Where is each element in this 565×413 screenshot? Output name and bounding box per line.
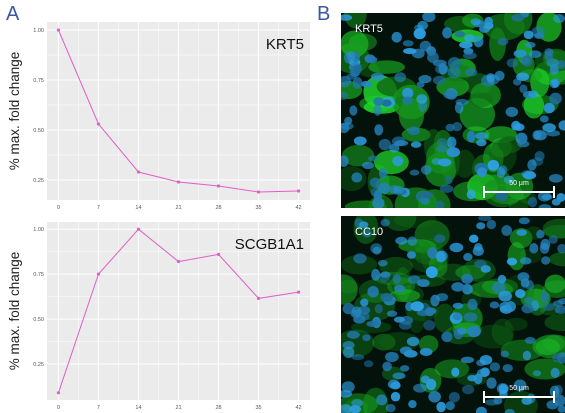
x-tick-label: 21 [175,205,181,211]
x-tick-label: 28 [215,205,221,211]
x-tick-label: 35 [255,405,261,411]
data-point [96,122,101,126]
y-tick-label: 1.00 [33,227,44,233]
y-tick-label: 0.25 [33,178,44,184]
micrograph-label: KRT5 [355,23,383,35]
scale-bar: 50 µm [483,180,555,198]
chart-title: SCGB1A1 [235,236,304,253]
data-point [176,259,181,264]
x-tick-label: 7 [97,205,100,211]
data-point [256,190,261,194]
y-axis-label: % max. fold change [7,52,22,171]
data-point [216,252,221,256]
data-point [136,170,141,174]
data-point [96,272,101,276]
x-tick-label: 14 [135,405,141,411]
data-point [296,290,301,294]
y-tick-label: 0.50 [33,128,44,134]
micrograph-cc10: CC10 50 µm [341,216,565,413]
x-tick-label: 42 [296,405,302,411]
data-point [136,227,141,231]
scale-bar-label: 50 µm [509,180,529,187]
panel-label-b: B [317,3,331,25]
y-tick-label: 0.25 [33,362,44,368]
data-point [56,391,61,395]
panel-label-a: A [6,3,20,25]
y-tick-label: 0.75 [33,78,44,84]
x-tick-label: 42 [296,205,302,211]
chart-title: KRT5 [266,36,304,53]
x-tick-label: 14 [135,205,141,211]
data-point [256,296,261,301]
x-tick-label: 0 [57,205,60,211]
data-point [176,180,181,184]
scale-bar: 50 µm [483,385,555,403]
data-point [56,28,61,32]
line-charts: 0 7 14 21 28 35 42 0.25 0.50 0.75 1.00 % max. fold … [7,22,310,411]
x-tick-label: 28 [215,405,221,411]
x-tick-label: 21 [175,405,181,411]
y-tick-label: 0.75 [33,272,44,278]
data-point [296,189,301,193]
y-tick-label: 0.50 [33,317,44,323]
x-tick-label: 0 [57,405,60,411]
y-tick-label: 1.00 [33,28,44,34]
x-tick-label: 35 [255,205,261,211]
micrograph-label: CC10 [355,226,384,238]
data-point [216,184,221,188]
y-axis-label: % max. fold change [7,252,22,371]
x-tick-label: 7 [97,405,100,411]
scale-bar-label: 50 µm [509,385,529,392]
micrograph-krt5: KRT5 50 µm [341,13,565,208]
